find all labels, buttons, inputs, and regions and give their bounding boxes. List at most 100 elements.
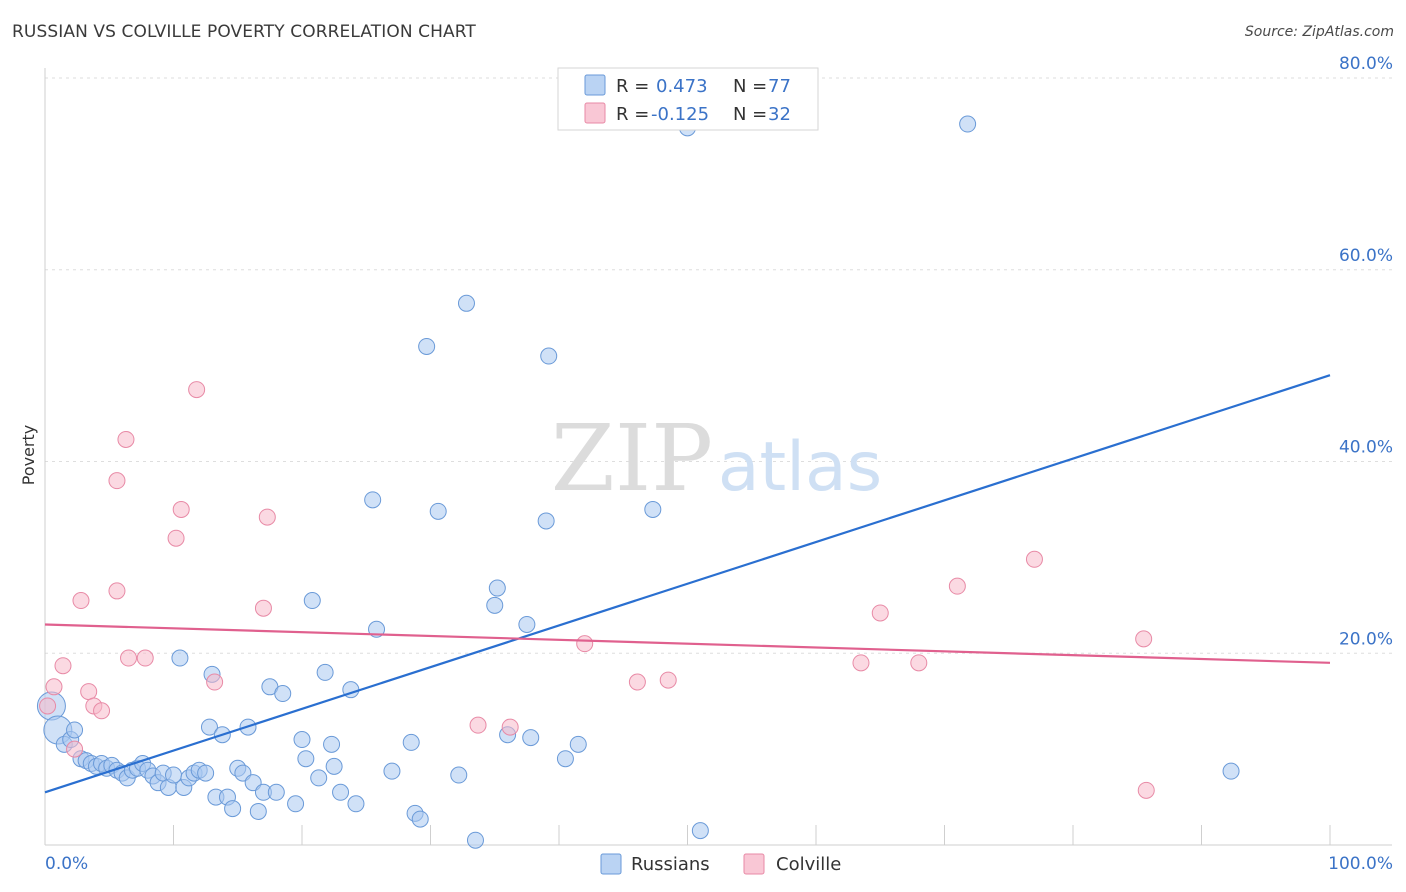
data-point-russians <box>297 750 315 768</box>
data-point-colville <box>852 654 870 672</box>
data-point-colville <box>136 649 154 667</box>
chart-source: Source: ZipAtlas.com <box>1244 24 1394 40</box>
data-point-colville <box>258 508 276 526</box>
data-point-colville <box>576 635 594 653</box>
legend-n-label: N = <box>733 104 767 125</box>
watermark-atlas: atlas <box>718 428 882 507</box>
data-point-russians <box>197 764 215 782</box>
data-point-colville <box>167 529 185 547</box>
data-point-colville <box>80 683 98 701</box>
data-point-colville <box>501 718 519 736</box>
data-point-colville <box>948 577 966 595</box>
data-point-russians <box>332 783 350 801</box>
y-tick-labels: 20.0% 40.0% 60.0% 80.0% <box>1339 54 1393 649</box>
data-point-colville <box>93 702 111 720</box>
y-axis-title: Poverty <box>19 425 38 486</box>
data-point-colville <box>188 381 206 399</box>
data-point-russians <box>323 735 341 753</box>
data-point-russians <box>486 596 504 614</box>
data-point-russians <box>347 795 365 813</box>
data-point-colville <box>871 604 889 622</box>
data-point-russians <box>325 757 343 775</box>
data-point-russians <box>293 731 311 749</box>
legend-n-value: 77 <box>768 76 791 97</box>
data-point-russians <box>411 810 429 828</box>
data-point-russians <box>518 615 536 633</box>
series-colville-points <box>39 381 1155 799</box>
data-point-colville <box>108 582 126 600</box>
data-point-colville <box>910 654 928 672</box>
legend-r-value: -0.125 <box>651 104 709 125</box>
data-point-colville <box>1135 630 1153 648</box>
watermark-zip: ZIP <box>551 405 713 512</box>
y-tick-label: 80.0% <box>1339 54 1393 74</box>
data-point-russians <box>522 729 540 747</box>
data-point-russians <box>267 783 285 801</box>
legend-r-label: R = <box>616 104 649 125</box>
data-point-russians <box>274 685 292 703</box>
bottom-legend-swatch-russians <box>600 853 622 875</box>
data-point-colville <box>659 671 677 689</box>
data-point-russians <box>450 766 468 784</box>
data-point-colville <box>254 599 272 617</box>
data-point-colville <box>206 673 224 691</box>
legend-r-label: R = <box>616 76 649 97</box>
bottom-legend-label-russians: Russians <box>631 854 710 875</box>
data-point-russians <box>310 769 328 787</box>
y-tick-label: 40.0% <box>1339 438 1393 458</box>
data-point-colville <box>172 500 190 518</box>
legend-swatch-colville <box>584 102 606 124</box>
chart-title: RUSSIAN VS COLVILLE POVERTY CORRELATION … <box>12 22 476 42</box>
data-point-colville <box>120 649 138 667</box>
data-point-russians <box>1222 762 1240 780</box>
data-point-russians <box>644 500 662 518</box>
data-point-russians <box>249 802 267 820</box>
data-point-colville <box>45 678 63 696</box>
x-tick-labels: 0.0% 100.0% <box>45 854 1393 874</box>
data-point-russians <box>540 347 558 365</box>
data-point-colville <box>1137 781 1155 799</box>
data-point-russians <box>402 733 420 751</box>
data-point-russians <box>383 762 401 780</box>
data-point-russians <box>287 795 305 813</box>
data-point-russians <box>556 750 574 768</box>
data-point-russians <box>429 502 447 520</box>
data-point-colville <box>628 673 646 691</box>
data-point-russians <box>488 579 506 597</box>
data-point-russians <box>171 649 189 667</box>
data-point-russians <box>364 491 382 509</box>
series-legend: Russians Colville <box>600 853 841 875</box>
data-point-colville <box>39 697 57 715</box>
trendlines <box>44 374 1331 794</box>
data-point-colville <box>117 430 135 448</box>
data-point-russians <box>66 721 84 739</box>
x-tick-label: 100.0% <box>1328 854 1393 874</box>
data-point-colville <box>66 740 84 758</box>
legend-swatch-russians <box>584 74 606 96</box>
legend-n-value: 32 <box>768 104 791 125</box>
data-point-russians <box>316 663 334 681</box>
data-point-colville <box>1025 550 1043 568</box>
data-point-colville <box>54 657 72 675</box>
data-point-russians <box>457 294 475 312</box>
data-point-colville <box>108 472 126 490</box>
legend-n-label: N = <box>733 76 767 97</box>
x-tick-marks <box>44 825 1331 845</box>
data-point-russians <box>959 115 977 133</box>
trendline-colville <box>44 623 1331 664</box>
data-point-colville <box>469 716 487 734</box>
y-tick-label: 20.0% <box>1339 629 1393 649</box>
correlation-legend: R = 0.473 N = 77 R = -0.125 N = 32 <box>557 67 819 131</box>
bottom-legend-label-colville: Colville <box>776 854 841 875</box>
data-point-russians <box>569 735 587 753</box>
data-point-russians <box>224 800 242 818</box>
data-point-russians <box>200 718 218 736</box>
bottom-legend-swatch-colville <box>743 853 765 875</box>
gridlines <box>45 77 1392 654</box>
x-tick-label: 0.0% <box>45 854 88 874</box>
legend-r-value: 0.473 <box>656 76 708 97</box>
trendline-russians <box>44 374 1331 794</box>
data-point-russians <box>691 822 709 840</box>
data-point-russians <box>303 592 321 610</box>
